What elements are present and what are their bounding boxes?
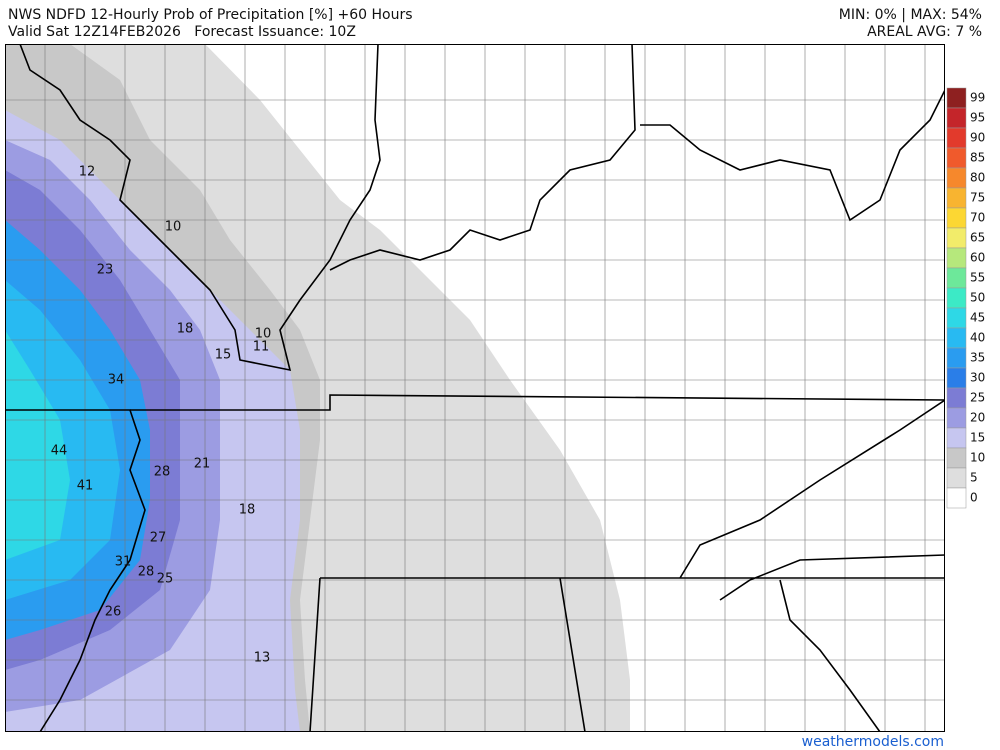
- point-value: 26: [105, 605, 122, 620]
- legend-label: 65: [970, 231, 985, 245]
- legend-swatch: [946, 387, 967, 409]
- legend-label: 85: [970, 151, 985, 165]
- point-value: 10: [165, 220, 182, 235]
- point-value: 41: [77, 479, 94, 494]
- legend-label: 25: [970, 391, 985, 405]
- point-value: 18: [177, 322, 194, 337]
- point-value: 27: [150, 531, 167, 546]
- title: NWS NDFD 12-Hourly Prob of Precipitation…: [8, 7, 413, 23]
- point-value: 18: [239, 503, 256, 518]
- min-max: MIN: 0% | MAX: 54%: [839, 7, 982, 23]
- point-labels: 12 10 23 18 10 15 11 34 44 28 21 41 18 2…: [51, 165, 272, 666]
- point-value: 44: [51, 444, 68, 459]
- legend-swatch: [946, 207, 967, 229]
- legend-label: 90: [970, 131, 985, 145]
- legend-swatch: [946, 447, 967, 469]
- legend-label: 35: [970, 351, 985, 365]
- legend-swatch: [946, 247, 967, 269]
- point-value: 23: [97, 263, 114, 278]
- point-value: 31: [115, 555, 132, 570]
- legend-label: 15: [970, 431, 985, 445]
- legend-swatch: [946, 347, 967, 369]
- legend-swatch: [946, 167, 967, 189]
- legend-swatch: [946, 87, 967, 109]
- legend-swatch: [946, 467, 967, 489]
- legend-swatch: [946, 227, 967, 249]
- legend-swatch: [946, 487, 967, 509]
- legend-label: 0: [970, 491, 978, 505]
- legend-swatch: [946, 267, 967, 289]
- point-value: 11: [253, 340, 270, 355]
- legend-label: 45: [970, 311, 985, 325]
- legend-label: 60: [970, 251, 985, 265]
- point-value: 10: [255, 327, 272, 342]
- point-value: 15: [215, 348, 232, 363]
- legend-label: 50: [970, 291, 985, 305]
- legend-swatch: [946, 367, 967, 389]
- legend-label: 10: [970, 451, 985, 465]
- point-value: 28: [154, 465, 171, 480]
- point-value: 28: [138, 565, 155, 580]
- legend-label: 75: [970, 191, 985, 205]
- legend-label: 5: [970, 471, 978, 485]
- legend-swatch: [946, 127, 967, 149]
- legend-swatch: [946, 307, 967, 329]
- legend-swatch: [946, 427, 967, 449]
- point-value: 12: [79, 165, 96, 180]
- point-value: 34: [108, 373, 125, 388]
- point-value: 21: [194, 457, 211, 472]
- legend-swatch: [946, 287, 967, 309]
- legend-label: 70: [970, 211, 985, 225]
- watermark: weathermodels.com: [802, 734, 944, 750]
- map: 12 10 23 18 10 15 11 34 44 28 21 41 18 2…: [5, 44, 945, 732]
- legend-label: 95: [970, 111, 985, 125]
- legend-swatch: [946, 327, 967, 349]
- valid-time: Valid Sat 12Z14FEB2026 Forecast Issuance…: [8, 24, 356, 40]
- legend-label: 40: [970, 331, 985, 345]
- areal-average: AREAL AVG: 7 %: [867, 24, 982, 40]
- legend-swatch: [946, 107, 967, 129]
- legend-label: 30: [970, 371, 985, 385]
- legend-label: 99: [970, 91, 985, 105]
- legend-swatch: [946, 147, 967, 169]
- legend-swatch: [946, 187, 967, 209]
- legend-label: 55: [970, 271, 985, 285]
- legend-label: 80: [970, 171, 985, 185]
- point-value: 25: [157, 572, 174, 587]
- point-value: 13: [254, 651, 271, 666]
- legend-swatch: [946, 407, 967, 429]
- legend-label: 20: [970, 411, 985, 425]
